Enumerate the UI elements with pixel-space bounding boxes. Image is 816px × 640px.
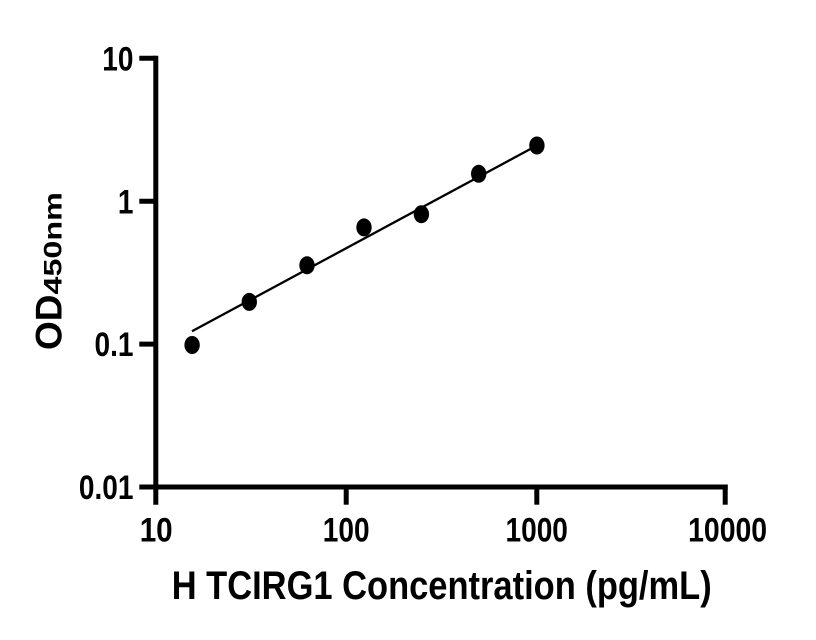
svg-text:1000: 1000: [506, 512, 568, 550]
svg-text:10000: 10000: [688, 512, 767, 550]
svg-text:10: 10: [102, 40, 133, 78]
svg-text:10: 10: [140, 512, 173, 550]
svg-text:OD: OD: [29, 295, 70, 351]
svg-text:1: 1: [118, 183, 134, 221]
svg-text:0.1: 0.1: [95, 326, 134, 364]
svg-text:0.01: 0.01: [79, 469, 134, 507]
svg-text:450nm: 450nm: [40, 192, 68, 294]
svg-text:H TCIRG1 Concentration (pg/mL): H TCIRG1 Concentration (pg/mL): [172, 564, 712, 608]
svg-text:100: 100: [323, 512, 370, 550]
